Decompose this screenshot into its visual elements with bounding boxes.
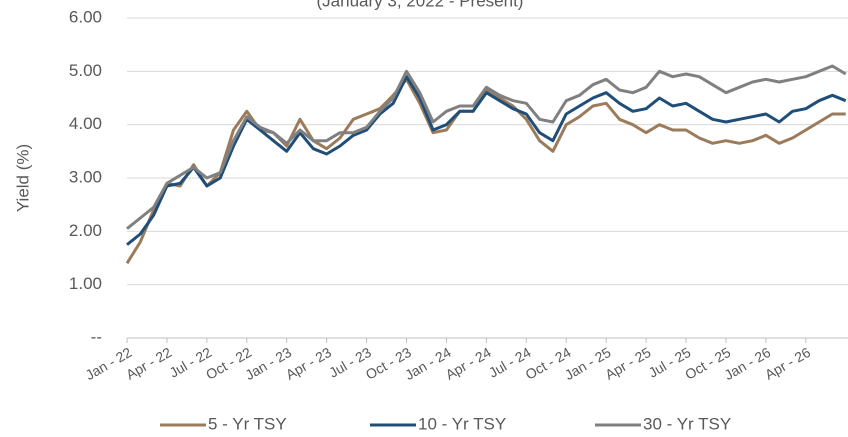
y-tick-label: 1.00 [69, 274, 102, 293]
y-tick-label: 4.00 [69, 114, 102, 133]
x-tick-label: Jan - 26 [721, 344, 773, 383]
x-tick-label: Apr - 24 [443, 344, 494, 383]
x-tick-label: Apr - 22 [123, 344, 174, 383]
y-tick-label: 3.00 [69, 167, 102, 186]
series-line [126, 64, 847, 230]
x-tick-label: Jan - 22 [83, 344, 135, 383]
series-line [126, 75, 847, 246]
series-line [125, 77, 846, 265]
x-tick-label: Jan - 24 [402, 344, 454, 383]
x-tick-label: Jan - 25 [562, 344, 614, 383]
y-tick-label: 6.00 [69, 7, 102, 26]
legend-label: 10 - Yr TSY [418, 414, 506, 433]
y-tick-label: -- [91, 327, 102, 346]
legend-label: 30 - Yr TSY [643, 414, 731, 433]
x-tick-label: Jan - 23 [242, 344, 294, 383]
legend-label: 5 - Yr TSY [208, 414, 287, 433]
x-tick-label: Apr - 23 [283, 344, 334, 383]
x-tick-label: Apr - 26 [762, 344, 813, 383]
y-tick-label: 5.00 [69, 61, 102, 80]
chart-subtitle: (January 3, 2022 - Present) [317, 0, 524, 10]
y-tick-label: 2.00 [69, 221, 102, 240]
x-tick-label: Apr - 25 [602, 344, 653, 383]
y-axis-label: Yield (%) [13, 144, 32, 212]
